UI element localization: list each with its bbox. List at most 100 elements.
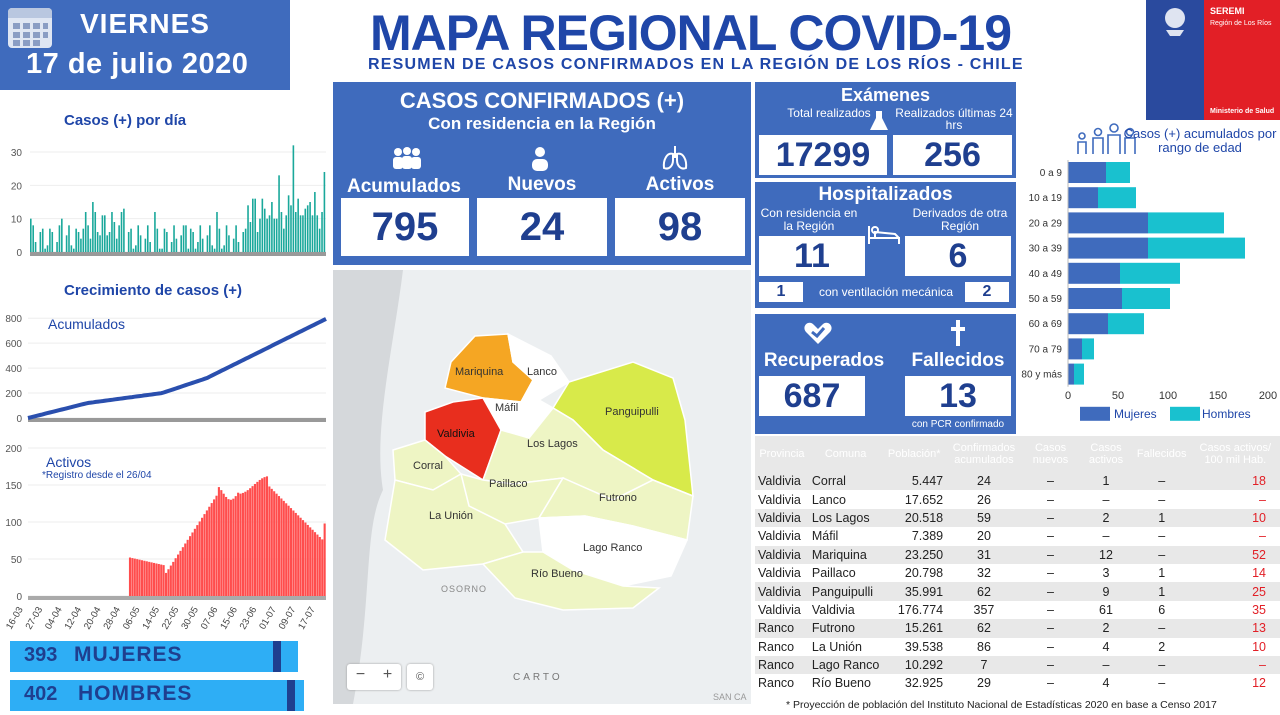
growth-series-label: Acumulados (48, 316, 126, 332)
table-row: Ranco Lago Ranco 10.292 7– – – – (755, 655, 1280, 675)
active-bar (143, 560, 146, 596)
active-series-label: Activos (46, 454, 92, 470)
daily-y-tick: 0 (16, 248, 22, 259)
daily-bar (254, 198, 256, 252)
table-cell: – (1079, 527, 1133, 546)
active-x-tick: 07-06 (199, 605, 221, 632)
age-group-label: 30 a 39 (1029, 244, 1063, 255)
legend-women-label: Mujeres (1114, 407, 1157, 421)
heart-check-icon (804, 322, 832, 344)
daily-bar (285, 215, 288, 252)
daily-bar (137, 225, 140, 252)
region-map[interactable]: Mariquina Lanco Máfil Panguipulli Valdiv… (333, 270, 751, 704)
table-header-cell: Casos nuevos (1021, 436, 1080, 472)
legend-men-label: Hombres (1202, 407, 1251, 421)
active-y-tick: 0 (16, 592, 22, 603)
table-row: Ranco Futrono 15.261 62–2–13 (755, 619, 1280, 638)
age-bar-men (1106, 162, 1130, 183)
growth-baseline (28, 418, 326, 422)
table-cell: – (1132, 545, 1191, 564)
daily-bar (41, 228, 44, 252)
table-cell: 1 (1132, 582, 1191, 601)
daily-bar (106, 235, 108, 252)
table-row: Valdivia Paillaco 20.798 32–3 1 14 (755, 563, 1280, 583)
active-bar (140, 560, 144, 596)
daily-bar (75, 228, 77, 252)
table-cell: 2 (1079, 508, 1133, 528)
age-group-label: 80 y más (1021, 370, 1062, 381)
recovered-value: 687 (759, 376, 865, 416)
table-cell: – (1132, 527, 1191, 546)
daily-bar (278, 175, 280, 252)
table-cell: – (1079, 655, 1133, 675)
age-group-label: 20 a 29 (1029, 218, 1063, 229)
daily-bar (154, 212, 156, 252)
hosp-resident-value: 11 (759, 236, 865, 276)
table-cell: Ranco (755, 619, 809, 638)
active-bar (318, 536, 321, 596)
table-cell: 62 (946, 582, 1022, 601)
accumulated-label: Acumulados (346, 176, 462, 197)
table-cell: – (1021, 527, 1080, 546)
hosp-derived-label: Derivados de otra Región (912, 206, 1008, 233)
table-cell: Máfil (808, 527, 883, 546)
legend-men-swatch (1170, 406, 1200, 421)
active-bar (263, 477, 266, 596)
table-cell: 5.447 (882, 472, 947, 491)
active-bar (177, 554, 180, 596)
age-bar-women (1068, 363, 1074, 385)
map-label-osorno: OSORNO (441, 584, 488, 594)
active-bar (133, 558, 136, 596)
table-row: Valdivia Máfil 7.389 20– – – – (755, 527, 1280, 546)
table-cell: – (1021, 490, 1080, 509)
zoom-out-button[interactable]: − (355, 666, 366, 683)
active-bar (323, 523, 326, 596)
age-chart-svg: 0 a 9 10 a 19 20 a 29 30 a 39 40 a 49 50 a 59… (1021, 160, 1277, 421)
daily-bar (237, 242, 240, 252)
daily-bar (130, 228, 132, 252)
exams-last-value: 256 (893, 135, 1012, 175)
men-bar-end (287, 680, 296, 711)
map-label-corral: Corral (413, 460, 443, 472)
table-cell: – (1021, 619, 1080, 638)
daily-bar (77, 232, 80, 252)
daily-bar (44, 248, 46, 252)
active-x-tick: 06-05 (121, 605, 143, 632)
logo-line3: Ministerio de Salud (1210, 108, 1275, 115)
table-cell: Valdivia (755, 508, 809, 528)
active-bar (225, 496, 228, 596)
hosp-resident-label: Con residencia en la Región (760, 206, 858, 233)
daily-bar (316, 215, 319, 252)
active-label: Activos (645, 174, 715, 195)
daily-bar (99, 235, 101, 252)
table-cell: Valdivia (755, 545, 809, 564)
table-cell: – (1021, 545, 1080, 564)
active-bar (232, 498, 235, 596)
info-button[interactable]: © (407, 664, 433, 690)
table-cell: Panguipulli (808, 582, 883, 601)
table-row: Valdivia Los Lagos 20.518 59–2 1 10 (755, 508, 1280, 528)
daily-bar (158, 248, 161, 252)
active-y-tick: 150 (5, 481, 22, 492)
age-group-label: 0 a 9 (1040, 168, 1063, 179)
daily-bar (309, 202, 311, 252)
table-cell: 35.991 (882, 582, 947, 601)
active-bar (181, 547, 184, 596)
growth-chart-title: Crecimiento de casos (+) (64, 282, 242, 299)
region-rio-bueno (481, 551, 662, 611)
exams-total-label: Total realizados (787, 106, 871, 120)
table-cell: – (1132, 674, 1191, 693)
daily-y-tick: 10 (11, 215, 23, 226)
table-header-row: Provincia Comuna Población* Confirmados acu… (755, 436, 1280, 472)
table-cell: 29 (946, 674, 1022, 693)
table-cell: 62 (946, 619, 1022, 638)
daily-bar (104, 215, 106, 252)
table-header-cell: Provincia (755, 436, 809, 472)
active-bar (241, 492, 244, 596)
active-bar (287, 505, 290, 596)
table-cell: 176.774 (882, 600, 947, 620)
daily-bar (266, 218, 268, 252)
zoom-in-button[interactable]: + (382, 666, 393, 683)
table-cell: 39.538 (882, 637, 947, 656)
active-bar (299, 517, 302, 596)
